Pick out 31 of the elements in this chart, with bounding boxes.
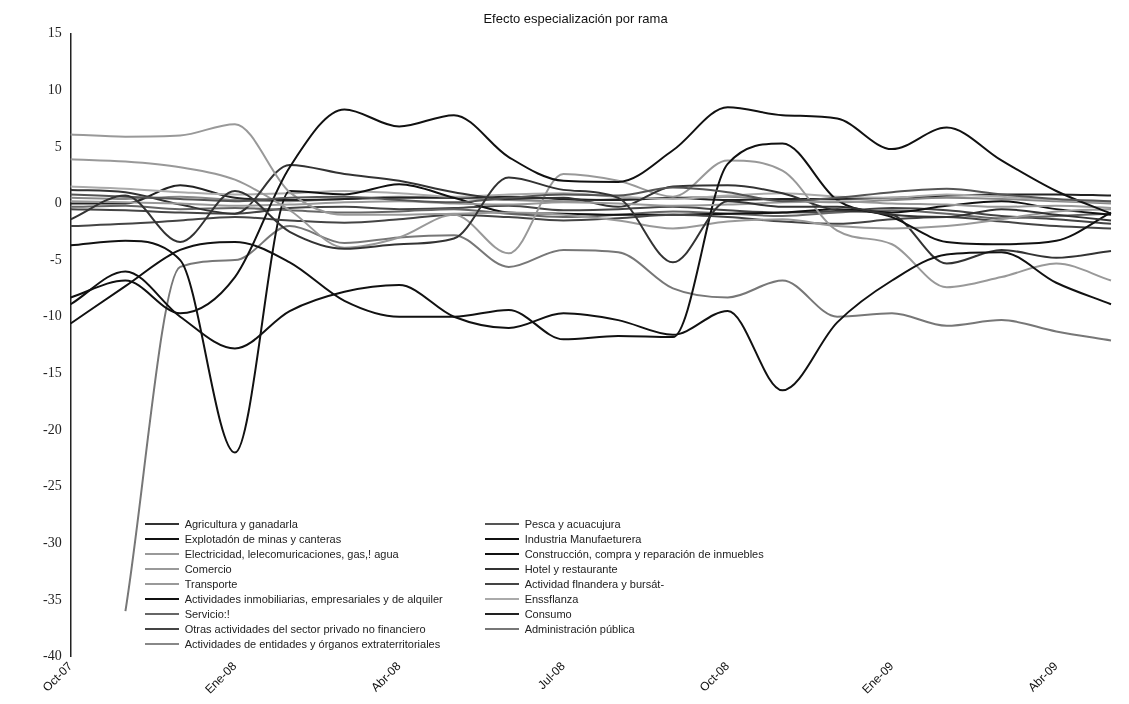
legend-label: Industria Manufaeturera [524, 533, 642, 546]
legend-label: Consumo [524, 608, 572, 621]
legend-label: Electricidad, lelecomuricaciones, gas,! agua [184, 548, 399, 561]
legend-label: Otras actividades del sector privado no financiero [184, 623, 426, 636]
y-tick-label: 15 [47, 25, 62, 41]
legend-label: Actividad flnandera y bursát- [524, 578, 665, 591]
legend-label: Servicio:! [184, 608, 230, 621]
y-tick-label: -20 [42, 421, 62, 437]
chart-title: Efecto especialización por rama [483, 11, 669, 27]
y-tick-label: -10 [42, 308, 62, 324]
legend-label: Explotadón de minas y canteras [184, 533, 342, 546]
legend-label: Hotel y restaurante [524, 563, 618, 576]
y-tick-label: -5 [49, 251, 62, 267]
legend-label: Transporte [184, 578, 238, 591]
legend-label: Comercio [184, 563, 232, 576]
legend-label: Pesca y acuacujura [524, 518, 621, 531]
y-tick-label: 5 [54, 138, 62, 154]
y-tick-label: -35 [42, 591, 62, 607]
y-tick-label: 0 [54, 195, 62, 211]
legend-label: Actividades inmobiliarias, empresariales y de alquiler [184, 593, 443, 606]
line-series [69, 204, 1112, 225]
y-tick-label: -25 [42, 478, 62, 494]
legend-label: Agricultura y ganadarla [184, 518, 298, 531]
y-tick-label: -15 [42, 365, 62, 381]
y-tick-label: 10 [47, 81, 62, 97]
y-tick-label: -40 [42, 648, 62, 664]
legend-label: Enssflanza [524, 593, 579, 606]
y-tick-label: -30 [42, 534, 62, 550]
legend-label: Actividades de entidades y órganos extraterritoriales [184, 638, 441, 651]
legend-label: Administración pública [524, 623, 635, 636]
legend-label: Construcción, compra y reparación de inmuebles [524, 548, 764, 561]
